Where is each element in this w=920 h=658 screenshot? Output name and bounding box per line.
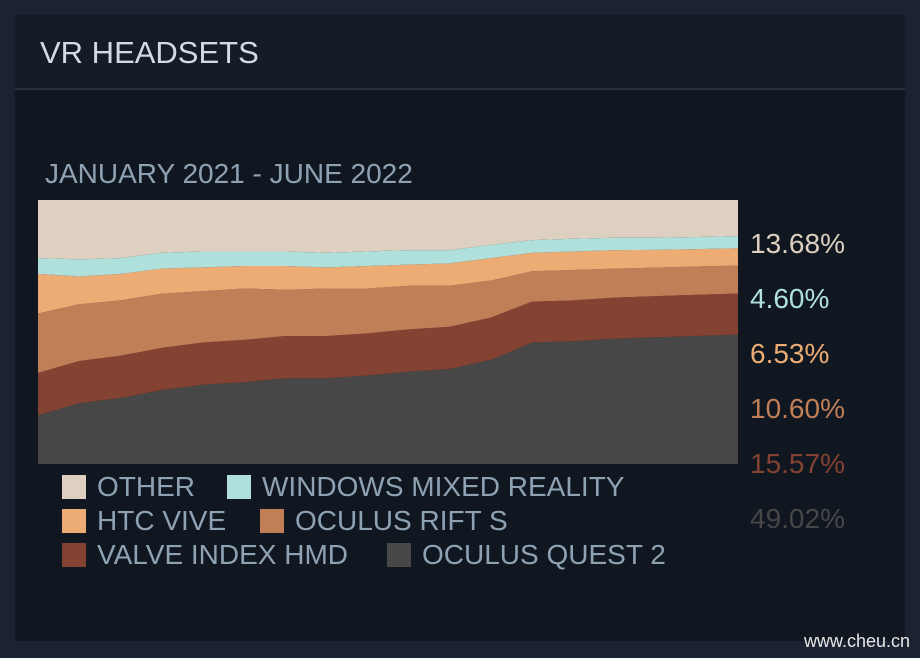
legend-swatch-windows-mixed-reality xyxy=(227,475,251,499)
pct-label-oculus-quest-2: 49.02% xyxy=(750,503,845,534)
chart-date-range: JANUARY 2021 - JUNE 2022 xyxy=(45,158,413,189)
legend-label-other: OTHER xyxy=(97,471,195,502)
area-windows-mixed-reality xyxy=(38,236,738,277)
legend-label-valve-index-hmd: VALVE INDEX HMD xyxy=(97,539,349,570)
pct-label-windows-mixed-reality: 4.60% xyxy=(750,283,830,314)
pct-label-valve-index-hmd: 15.57% xyxy=(750,448,845,479)
area-oculus-quest-2 xyxy=(38,334,738,464)
area-htc-vive xyxy=(38,248,738,314)
stacked-area-chart xyxy=(38,200,738,464)
pct-label-oculus-rift-s: 10.60% xyxy=(750,393,845,424)
legend-swatch-oculus-quest-2 xyxy=(387,543,411,567)
pct-label-other: 13.68% xyxy=(750,228,845,259)
legend-label-oculus-rift-s: OCULUS RIFT S xyxy=(295,505,508,536)
legend-label-htc-vive: HTC VIVE xyxy=(97,505,227,536)
area-valve-index-hmd xyxy=(38,293,738,416)
panel-header: VR HEADSETS xyxy=(15,15,905,90)
watermark: www.cheu.cn xyxy=(803,631,910,651)
legend-swatch-other xyxy=(62,475,86,499)
legend-swatch-valve-index-hmd xyxy=(62,543,86,567)
area-oculus-rift-s xyxy=(38,265,738,373)
panel-title: VR HEADSETS xyxy=(40,35,259,70)
chart-legend: OTHER WINDOWS MIXED REALITY HTC VIVE OCU… xyxy=(62,472,722,582)
pct-label-htc-vive: 6.53% xyxy=(750,338,830,369)
area-other xyxy=(38,200,738,260)
legend-label-oculus-quest-2: OCULUS QUEST 2 xyxy=(422,539,666,570)
legend-label-windows-mixed-reality: WINDOWS MIXED REALITY xyxy=(262,471,625,502)
legend-swatch-htc-vive xyxy=(62,509,86,533)
legend-swatch-oculus-rift-s xyxy=(260,509,284,533)
